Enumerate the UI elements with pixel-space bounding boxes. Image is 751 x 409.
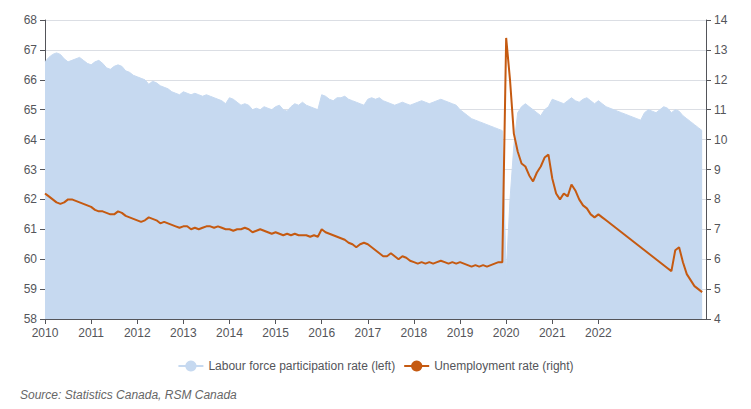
svg-text:Unemployment rate (right): Unemployment rate (right) xyxy=(434,359,573,373)
svg-text:2010: 2010 xyxy=(32,326,59,340)
svg-text:10: 10 xyxy=(714,133,728,147)
svg-text:Labour force participation rat: Labour force participation rate (left) xyxy=(208,359,395,373)
svg-text:61: 61 xyxy=(24,222,38,236)
svg-text:8: 8 xyxy=(714,192,721,206)
svg-text:68: 68 xyxy=(24,13,38,27)
svg-text:2014: 2014 xyxy=(216,326,243,340)
svg-text:6: 6 xyxy=(714,252,721,266)
svg-text:2019: 2019 xyxy=(447,326,474,340)
svg-text:64: 64 xyxy=(24,133,38,147)
svg-text:14: 14 xyxy=(714,13,728,27)
svg-text:13: 13 xyxy=(714,43,728,57)
svg-text:2020: 2020 xyxy=(493,326,520,340)
svg-text:65: 65 xyxy=(24,103,38,117)
svg-text:9: 9 xyxy=(714,163,721,177)
svg-text:2015: 2015 xyxy=(262,326,289,340)
svg-text:11: 11 xyxy=(714,103,727,117)
svg-text:12: 12 xyxy=(714,73,728,87)
svg-text:2011: 2011 xyxy=(78,326,104,340)
svg-text:2017: 2017 xyxy=(354,326,381,340)
svg-text:66: 66 xyxy=(24,73,38,87)
svg-text:2022: 2022 xyxy=(585,326,612,340)
svg-text:2012: 2012 xyxy=(124,326,151,340)
svg-text:2013: 2013 xyxy=(170,326,197,340)
svg-text:58: 58 xyxy=(24,312,38,326)
svg-text:62: 62 xyxy=(24,192,38,206)
svg-text:2018: 2018 xyxy=(401,326,428,340)
svg-text:59: 59 xyxy=(24,282,38,296)
svg-text:Source: Statistics Canada, RSM: Source: Statistics Canada, RSM Canada xyxy=(20,388,237,402)
svg-text:7: 7 xyxy=(714,222,721,236)
svg-text:5: 5 xyxy=(714,282,721,296)
svg-text:63: 63 xyxy=(24,163,38,177)
svg-text:60: 60 xyxy=(24,252,38,266)
svg-text:4: 4 xyxy=(714,312,721,326)
svg-text:67: 67 xyxy=(24,43,38,57)
svg-text:2021: 2021 xyxy=(539,326,566,340)
svg-text:2016: 2016 xyxy=(308,326,335,340)
